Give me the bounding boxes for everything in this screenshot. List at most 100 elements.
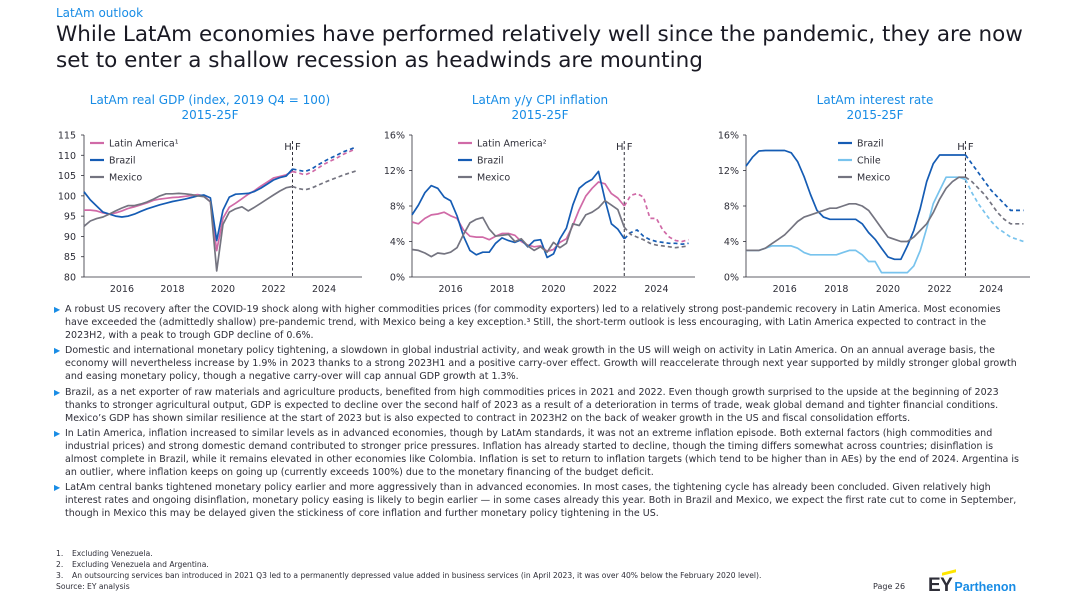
y-tick-label: 16% [718, 131, 739, 142]
x-tick-label: 2024 [312, 284, 336, 295]
footnote-number: 2. [56, 560, 64, 569]
brazil-series-line [83, 168, 294, 242]
y-tick-label: 115 [58, 131, 76, 142]
brazil-forecast-line [623, 229, 689, 246]
x-tick-label: 2018 [490, 284, 514, 295]
footnote-text: Excluding Venezuela. [72, 549, 153, 558]
logo-ey-text: EY [928, 575, 953, 596]
chart-2-title: LatAm y/y CPI inflation [471, 93, 609, 107]
bullet-arrow-icon: ▶ [54, 428, 61, 438]
interest-rate-chart: 0% 4% 8% 12% 16% 2016 2018 2020 2022 2024 H F Brazi… [718, 131, 1030, 295]
brazil-series-line [411, 170, 626, 259]
bullet-item: ▶ LatAm central banks tightened monetary … [54, 481, 1026, 520]
bullet-arrow-icon: ▶ [54, 346, 61, 356]
chile-forecast-line [964, 179, 1024, 243]
bullet-arrow-icon: ▶ [54, 305, 61, 314]
chart-2-header: LatAm y/y CPI inflation 2015-25F [395, 93, 685, 123]
page-title: While LatAm economies have performed rel… [56, 22, 1023, 73]
bullet-arrow-icon: ▶ [54, 483, 61, 493]
chart-2-subtitle: 2015-25F [511, 108, 569, 122]
legend-label: Mexico [109, 173, 142, 184]
brazil-series-line [745, 149, 966, 261]
legend-label: Chile [857, 156, 881, 167]
forecast-label: H F [616, 142, 633, 153]
footnote-number: 1. [56, 549, 64, 558]
y-tick-label: 90 [64, 232, 76, 243]
x-tick-label: 2024 [979, 284, 1003, 295]
x-tick-label: 2020 [876, 284, 900, 295]
y-tick-label: 12% [718, 166, 739, 177]
footnotes: 1. Excluding Venezuela. 2. Excluding Venez… [56, 548, 761, 581]
mexico-series-line [83, 185, 293, 272]
x-tick-label: 2024 [644, 284, 668, 295]
y-tick-label: 16% [384, 131, 405, 142]
footnote-text: An outsourcing services ban introduced i… [72, 571, 762, 580]
footnote: 2. Excluding Venezuela and Argentina. [56, 559, 761, 570]
chart-1-title: LatAm real GDP (index, 2019 Q4 = 100) [89, 93, 331, 107]
ey-parthenon-logo: EY Parthenon [928, 569, 1017, 596]
legend-label: Latin America² [477, 139, 547, 150]
page-number: Page 26 [873, 582, 906, 591]
x-tick-label: 2020 [541, 284, 565, 295]
x-tick-label: 2020 [211, 284, 235, 295]
chart-1-header: LatAm real GDP (index, 2019 Q4 = 100) 20… [60, 93, 360, 123]
bullet-arrow-icon: ▶ [54, 387, 61, 397]
legend-label: Mexico [857, 173, 890, 184]
bullet-text: Brazil, as a net exporter of raw materia… [65, 386, 999, 424]
x-tick-label: 2018 [824, 284, 848, 295]
bullet-item: ▶ In Latin America, inflation increased t… [54, 427, 1026, 479]
bullet-text: A robust US recovery after the COVID-19 … [65, 304, 1001, 342]
chart-3-title: LatAm interest rate [816, 93, 934, 107]
forecast-label: H F [284, 142, 301, 153]
bullet-item: ▶ Domestic and international monetary pol… [54, 344, 1026, 383]
y-tick-label: 12% [384, 166, 405, 177]
x-tick-label: 2016 [110, 284, 134, 295]
y-tick-label: 80 [64, 273, 76, 284]
mexico-forecast-line [292, 170, 356, 191]
bullet-text: Domestic and international monetary poli… [65, 345, 1017, 383]
bullet-text: In Latin America, inflation increased to… [65, 427, 1019, 479]
chart-3-header: LatAm interest rate 2015-25F [730, 93, 1020, 123]
x-tick-label: 2022 [593, 284, 617, 295]
mexico-series-line [746, 176, 966, 252]
y-tick-label: 100 [58, 191, 76, 202]
legend-label: Brazil [857, 139, 884, 150]
y-tick-label: 4% [390, 237, 405, 248]
footnote-number: 3. [56, 571, 64, 580]
mexico-forecast-line [623, 226, 689, 249]
y-tick-label: 85 [64, 252, 76, 263]
x-tick-label: 2018 [160, 284, 184, 295]
latin-america-series-line [84, 170, 293, 252]
logo-brand-text: Parthenon [954, 580, 1017, 594]
section-label: LatAm outlook [56, 6, 144, 20]
x-tick-label: 2022 [928, 284, 952, 295]
source-note: Source: EY analysis [56, 582, 130, 591]
footnote-text: Excluding Venezuela and Argentina. [72, 560, 209, 569]
x-tick-label: 2016 [773, 284, 797, 295]
bullet-text: LatAm central banks tightened monetary p… [65, 482, 1017, 520]
y-tick-label: 0% [724, 273, 739, 284]
brazil-forecast-line [292, 146, 357, 173]
x-tick-label: 2022 [261, 284, 285, 295]
y-tick-label: 95 [64, 212, 76, 223]
legend-label: Mexico [477, 173, 510, 184]
y-tick-label: 4% [724, 237, 739, 248]
footnote: 1. Excluding Venezuela. [56, 548, 761, 559]
cpi-chart: 0% 4% 8% 12% 16% 2016 2018 2020 2022 2024 H F Latin… [384, 131, 695, 295]
mexico-forecast-line [965, 176, 1024, 225]
chart-1-subtitle: 2015-25F [181, 108, 239, 122]
legend-label: Brazil [477, 156, 504, 167]
y-tick-label: 8% [724, 202, 739, 213]
footnote: 3. An outsourcing services ban introduced… [56, 570, 761, 581]
gdp-chart: 80 85 90 95 100 105 110 115 2016 2018 2020 2022 2024… [58, 131, 362, 295]
chile-series-line [746, 176, 966, 274]
commentary-list: ▶ A robust US recovery after the COVID-19… [54, 303, 1026, 523]
y-tick-label: 105 [58, 171, 76, 182]
brazil-forecast-line [964, 154, 1024, 212]
y-tick-label: 0% [390, 273, 405, 284]
x-tick-label: 2016 [438, 284, 462, 295]
latin-america-series-line [411, 181, 625, 253]
y-tick-label: 8% [390, 202, 405, 213]
y-tick-label: 110 [58, 151, 76, 162]
forecast-label: H F [957, 142, 974, 153]
